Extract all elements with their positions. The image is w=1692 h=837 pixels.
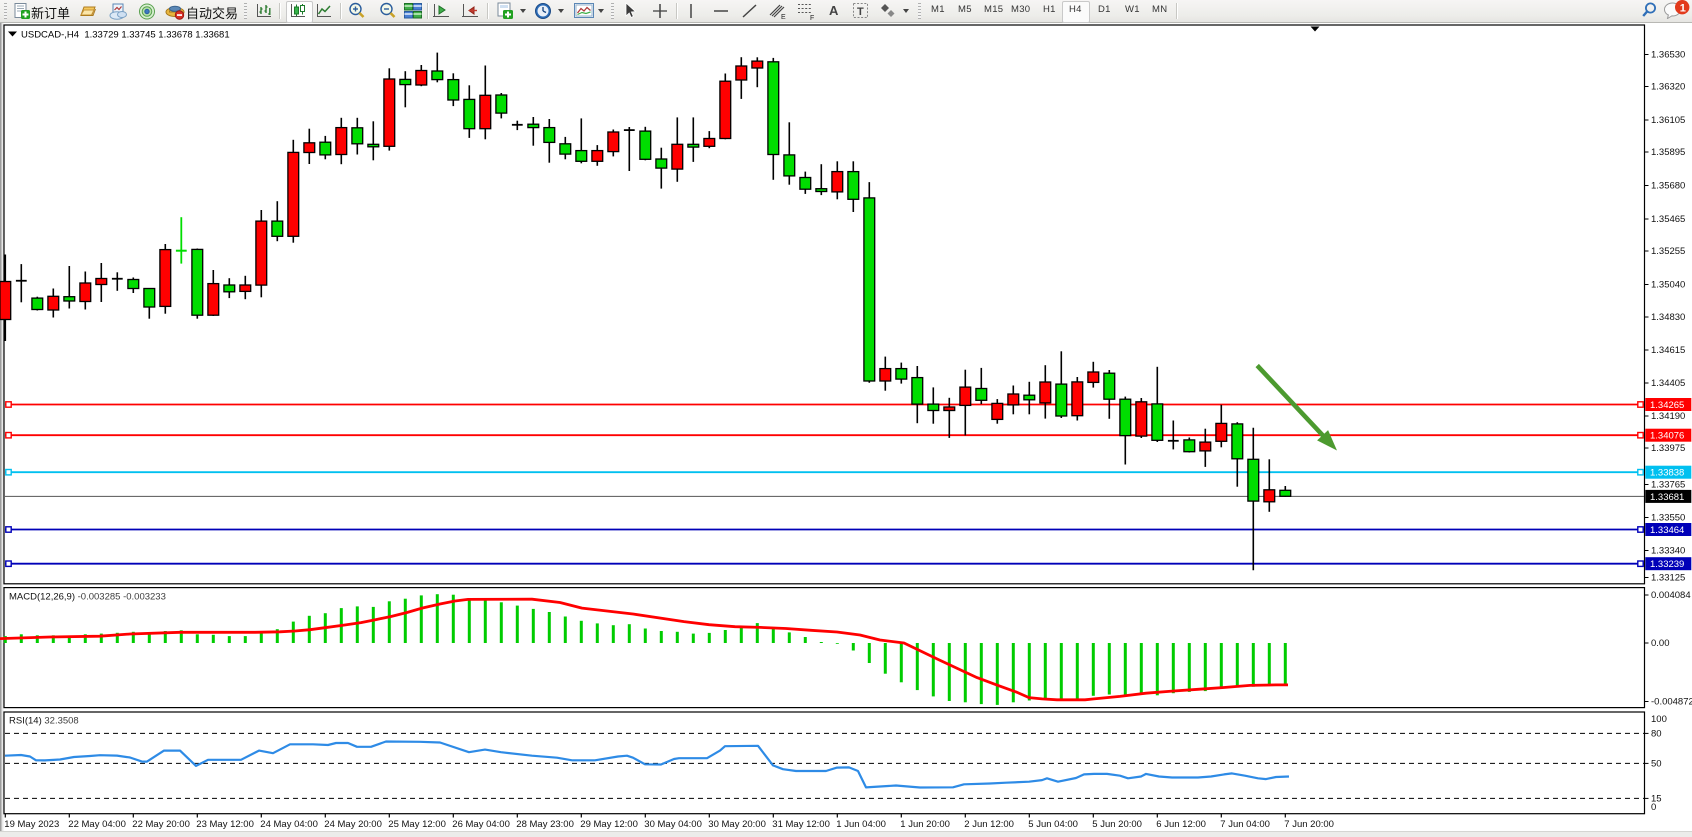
svg-text:0.00: 0.00 xyxy=(1651,638,1670,649)
svg-text:-0.004872: -0.004872 xyxy=(1651,697,1692,708)
svg-text:28 May 23:00: 28 May 23:00 xyxy=(516,819,574,830)
svg-text:1.35680: 1.35680 xyxy=(1651,181,1685,192)
svg-text:MACD(12,26,9) -0.003285 -0.003: MACD(12,26,9) -0.003285 -0.003233 xyxy=(9,592,166,603)
svg-text:1.34265: 1.34265 xyxy=(1650,400,1684,411)
svg-text:1.35255: 1.35255 xyxy=(1651,246,1685,257)
svg-text:29 May 12:00: 29 May 12:00 xyxy=(580,819,638,830)
svg-text:1.35040: 1.35040 xyxy=(1651,280,1685,291)
svg-text:1.33239: 1.33239 xyxy=(1650,559,1684,570)
svg-text:26 May 04:00: 26 May 04:00 xyxy=(452,819,510,830)
svg-text:1.34190: 1.34190 xyxy=(1651,411,1685,422)
svg-text:1.36530: 1.36530 xyxy=(1651,50,1685,61)
svg-text:22 May 04:00: 22 May 04:00 xyxy=(68,819,126,830)
svg-text:22 May 20:00: 22 May 20:00 xyxy=(132,819,190,830)
svg-text:1.34076: 1.34076 xyxy=(1650,431,1684,442)
svg-text:0.004084: 0.004084 xyxy=(1651,590,1691,601)
svg-text:1.33681: 1.33681 xyxy=(1650,492,1684,503)
svg-text:80: 80 xyxy=(1651,729,1662,740)
svg-text:1.33550: 1.33550 xyxy=(1651,513,1685,524)
svg-text:1.35465: 1.35465 xyxy=(1651,214,1685,225)
svg-text:1.33125: 1.33125 xyxy=(1651,573,1685,584)
svg-text:1.33765: 1.33765 xyxy=(1651,480,1685,491)
svg-text:7 Jun 04:00: 7 Jun 04:00 xyxy=(1220,819,1270,830)
svg-text:30 May 04:00: 30 May 04:00 xyxy=(644,819,702,830)
svg-text:1.33464: 1.33464 xyxy=(1650,525,1684,536)
svg-text:19 May 2023: 19 May 2023 xyxy=(4,819,59,830)
svg-text:7 Jun 20:00: 7 Jun 20:00 xyxy=(1284,819,1334,830)
svg-text:15: 15 xyxy=(1651,794,1662,805)
svg-text:1: 1 xyxy=(1680,2,1686,14)
svg-text:T: T xyxy=(857,6,864,18)
svg-text:6 Jun 12:00: 6 Jun 12:00 xyxy=(1156,819,1206,830)
svg-text:1.34405: 1.34405 xyxy=(1651,378,1685,389)
svg-text:100: 100 xyxy=(1651,714,1667,725)
svg-text:0: 0 xyxy=(1651,802,1656,813)
svg-text:24 May 04:00: 24 May 04:00 xyxy=(260,819,318,830)
svg-text:2 Jun 12:00: 2 Jun 12:00 xyxy=(964,819,1014,830)
svg-text:1.33975: 1.33975 xyxy=(1651,443,1685,454)
svg-text:1.33838: 1.33838 xyxy=(1650,468,1684,479)
svg-text:1.34615: 1.34615 xyxy=(1651,345,1685,356)
svg-text:RSI(14) 32.3508: RSI(14) 32.3508 xyxy=(9,716,79,727)
svg-text:23 May 12:00: 23 May 12:00 xyxy=(196,819,254,830)
svg-text:5 Jun 20:00: 5 Jun 20:00 xyxy=(1092,819,1142,830)
svg-text:30 May 20:00: 30 May 20:00 xyxy=(708,819,766,830)
svg-text:1.35895: 1.35895 xyxy=(1651,147,1685,158)
svg-text:50: 50 xyxy=(1651,759,1662,770)
svg-text:1.34830: 1.34830 xyxy=(1651,312,1685,323)
svg-text:5 Jun 04:00: 5 Jun 04:00 xyxy=(1028,819,1078,830)
svg-text:USDCAD-,H4 1.33729 1.33745 1.: USDCAD-,H4 1.33729 1.33745 1.33678 1.336… xyxy=(21,30,230,41)
svg-text:F: F xyxy=(810,15,814,21)
svg-text:25 May 12:00: 25 May 12:00 xyxy=(388,819,446,830)
svg-text:31 May 12:00: 31 May 12:00 xyxy=(772,819,830,830)
svg-text:1.36320: 1.36320 xyxy=(1651,82,1685,93)
svg-text:1 Jun 04:00: 1 Jun 04:00 xyxy=(836,819,886,830)
svg-text:1.33340: 1.33340 xyxy=(1651,546,1685,557)
svg-text:1 Jun 20:00: 1 Jun 20:00 xyxy=(900,819,950,830)
svg-text:1.36105: 1.36105 xyxy=(1651,115,1685,126)
svg-text:E: E xyxy=(781,14,786,21)
svg-text:24 May 20:00: 24 May 20:00 xyxy=(324,819,382,830)
